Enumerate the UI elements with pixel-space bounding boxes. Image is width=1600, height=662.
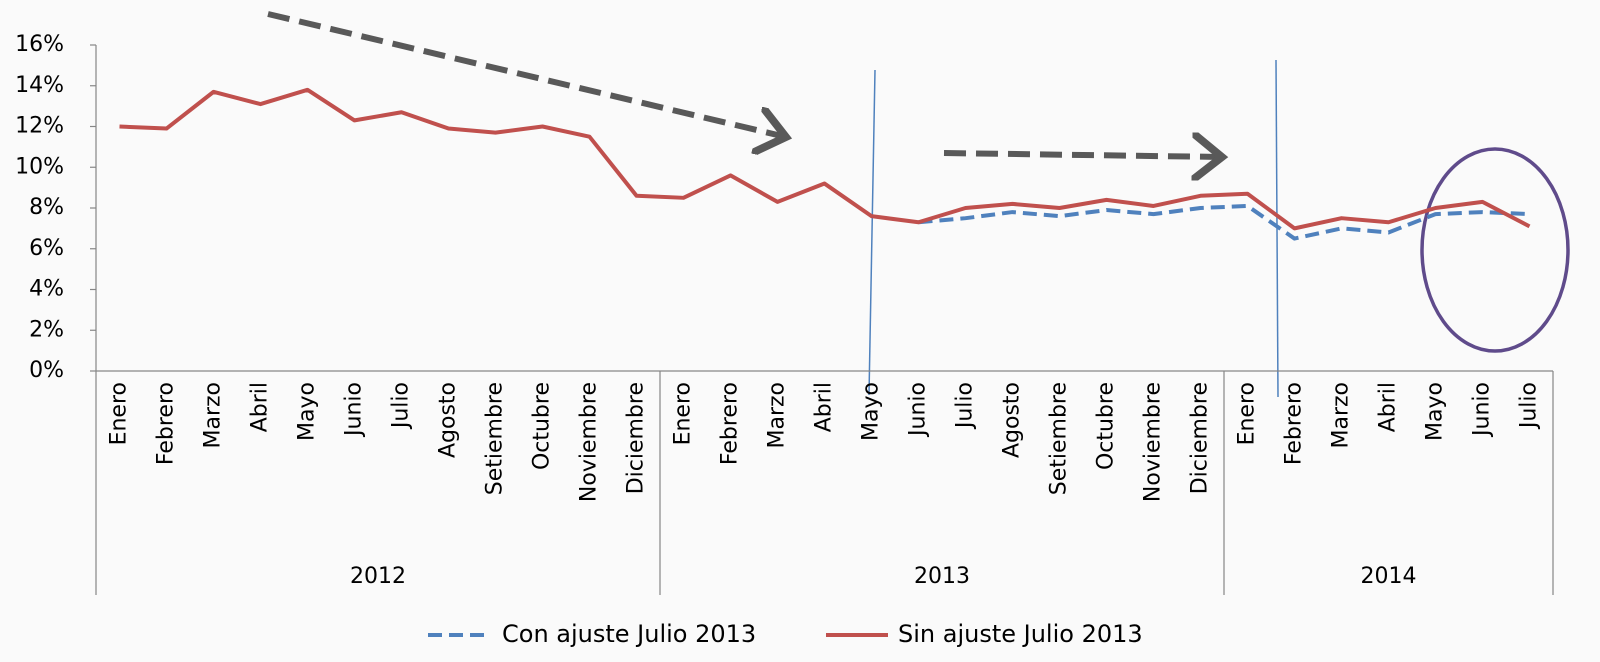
x-tick-label: Abril xyxy=(812,382,837,432)
x-tick-label: Enero xyxy=(107,382,132,445)
group-label: 2014 xyxy=(1361,564,1417,589)
x-tick-label: Setiembre xyxy=(1047,382,1072,495)
x-tick-label: Mayo xyxy=(1423,382,1448,441)
x-tick-label: Abril xyxy=(248,382,273,432)
divider-line xyxy=(868,69,876,396)
group-label: 2012 xyxy=(350,564,406,589)
y-tick-label: 8% xyxy=(29,195,64,220)
y-tick-label: 10% xyxy=(15,154,64,179)
x-tick-label: Julio xyxy=(1517,382,1542,430)
group-label: 2013 xyxy=(914,564,970,589)
x-tick-label: Diciembre xyxy=(624,382,649,494)
x-tick-label: Marzo xyxy=(1329,382,1354,449)
y-tick-label: 4% xyxy=(29,277,64,302)
x-tick-label: Enero xyxy=(1235,382,1260,445)
y-tick-label: 2% xyxy=(29,317,64,342)
x-tick-label: Diciembre xyxy=(1188,382,1213,494)
y-tick-label: 6% xyxy=(29,236,64,261)
trend-arrow xyxy=(943,153,1222,157)
x-tick-label: Noviembre xyxy=(577,382,602,502)
x-tick-label: Noviembre xyxy=(1141,382,1166,502)
x-tick-label: Marzo xyxy=(765,382,790,449)
x-tick-label: Abril xyxy=(1376,382,1401,432)
series-line xyxy=(918,203,1530,241)
x-tick-label: Junio xyxy=(342,382,367,438)
x-tick-label: Julio xyxy=(389,382,414,430)
x-tick-label: Agosto xyxy=(1000,382,1025,458)
series-line xyxy=(119,87,1531,231)
y-tick-label: 16% xyxy=(15,32,64,57)
x-tick-label: Julio xyxy=(953,382,978,430)
highlight-circle xyxy=(1420,147,1570,353)
x-tick-label: Octubre xyxy=(530,382,555,470)
x-tick-label: Junio xyxy=(906,382,931,438)
legend-label: Con ajuste Julio 2013 xyxy=(502,620,756,648)
y-tick-label: 14% xyxy=(15,73,64,98)
x-tick-label: Febrero xyxy=(154,382,179,465)
x-tick-label: Febrero xyxy=(1282,382,1307,465)
x-tick-label: Febrero xyxy=(718,382,743,465)
x-tick-label: Enero xyxy=(671,382,696,445)
x-tick-label: Agosto xyxy=(436,382,461,458)
x-tick-label: Mayo xyxy=(859,382,884,441)
x-tick-label: Octubre xyxy=(1094,382,1119,470)
legend-label: Sin ajuste Julio 2013 xyxy=(898,620,1143,648)
y-tick-label: 12% xyxy=(15,114,64,139)
x-tick-label: Setiembre xyxy=(483,382,508,495)
trend-arrow xyxy=(267,11,786,137)
x-tick-label: Junio xyxy=(1470,382,1495,438)
y-tick-label: 0% xyxy=(29,358,64,383)
x-tick-label: Marzo xyxy=(201,382,226,449)
x-tick-label: Mayo xyxy=(295,382,320,441)
